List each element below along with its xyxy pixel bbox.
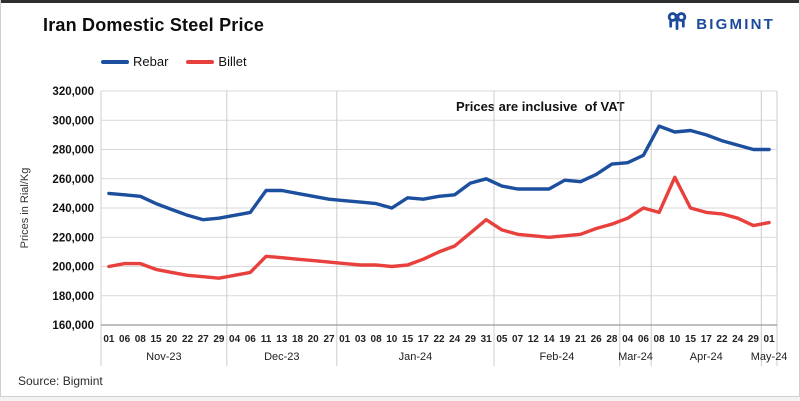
svg-text:300,000: 300,000 (52, 115, 94, 127)
svg-text:280,000: 280,000 (52, 145, 94, 157)
svg-text:08: 08 (371, 334, 383, 345)
svg-text:May-24: May-24 (751, 351, 788, 363)
svg-text:320,000: 320,000 (52, 86, 94, 98)
bigmint-logo-text: BIGMINT (696, 16, 775, 33)
svg-text:Nov-23: Nov-23 (146, 351, 181, 363)
svg-text:10: 10 (669, 334, 681, 345)
svg-text:08: 08 (135, 334, 147, 345)
svg-text:29: 29 (748, 334, 760, 345)
bigmint-logo: BIGMINT (664, 9, 775, 40)
page-title: Iran Domestic Steel Price (43, 15, 265, 35)
svg-text:15: 15 (685, 334, 697, 345)
svg-text:27: 27 (323, 334, 335, 345)
svg-text:Apr-24: Apr-24 (690, 351, 723, 363)
svg-text:15: 15 (150, 334, 162, 345)
legend-item-billet: Billet (186, 54, 247, 69)
svg-text:04: 04 (229, 334, 241, 345)
svg-text:29: 29 (213, 334, 225, 345)
svg-text:10: 10 (386, 334, 398, 345)
svg-text:22: 22 (716, 334, 728, 345)
svg-text:11: 11 (261, 334, 272, 345)
svg-text:01: 01 (764, 334, 776, 345)
svg-text:06: 06 (245, 334, 257, 345)
svg-text:Feb-24: Feb-24 (539, 351, 574, 363)
svg-text:01: 01 (103, 334, 115, 345)
svg-text:24: 24 (732, 334, 744, 345)
series-line-rebar (107, 124, 771, 222)
svg-text:17: 17 (418, 334, 430, 345)
svg-text:13: 13 (276, 334, 288, 345)
x-tick-labels: 01 06 08 15 20 22 27 29 04 06 11 13 18 20 27 01 03 08 10 15… (103, 334, 775, 345)
source-note: Source: Bigmint (18, 374, 103, 388)
svg-text:27: 27 (198, 334, 210, 345)
top-border (1, 0, 799, 3)
svg-text:28: 28 (606, 334, 618, 345)
svg-text:20: 20 (308, 334, 320, 345)
y-tick-labels: 160,000 180,000 200,000 220,000 240,000 260,0… (52, 86, 94, 332)
svg-text:05: 05 (496, 334, 508, 345)
legend-label-rebar: Rebar (133, 54, 169, 69)
svg-text:08: 08 (654, 334, 666, 345)
svg-text:06: 06 (638, 334, 650, 345)
svg-text:15: 15 (402, 334, 414, 345)
series-line-billet (107, 175, 771, 280)
svg-text:22: 22 (182, 334, 194, 345)
svg-text:20: 20 (166, 334, 178, 345)
svg-text:29: 29 (465, 334, 477, 345)
bigmint-logo-icon (664, 9, 690, 40)
svg-text:160,000: 160,000 (52, 320, 94, 332)
svg-text:01: 01 (339, 334, 351, 345)
svg-text:06: 06 (119, 334, 131, 345)
chart-legend: Rebar Billet (101, 54, 261, 69)
svg-text:260,000: 260,000 (52, 174, 94, 186)
svg-text:21: 21 (575, 334, 587, 345)
svg-text:26: 26 (591, 334, 603, 345)
svg-text:07: 07 (512, 334, 524, 345)
legend-label-billet: Billet (218, 54, 247, 69)
svg-text:03: 03 (355, 334, 367, 345)
svg-text:18: 18 (292, 334, 304, 345)
rebar-line-swatch (101, 59, 129, 64)
month-boundary-lines (100, 91, 778, 366)
billet-line-swatch (186, 59, 215, 64)
svg-text:17: 17 (701, 334, 713, 345)
month-labels: Nov-23 Dec-23 Jan-24 Feb-24 Mar-24 Apr-24 May-… (146, 351, 787, 363)
svg-text:200,000: 200,000 (52, 262, 94, 274)
svg-text:Dec-23: Dec-23 (264, 351, 299, 363)
svg-text:22: 22 (433, 334, 445, 345)
svg-text:240,000: 240,000 (52, 203, 94, 215)
svg-text:14: 14 (543, 334, 555, 345)
svg-text:04: 04 (622, 334, 634, 345)
svg-text:180,000: 180,000 (52, 291, 94, 303)
svg-text:220,000: 220,000 (52, 232, 94, 244)
legend-item-rebar: Rebar (101, 54, 168, 69)
h-gridlines (101, 90, 777, 326)
svg-text:12: 12 (528, 334, 540, 345)
svg-text:19: 19 (559, 334, 571, 345)
svg-text:31: 31 (481, 334, 493, 345)
svg-text:Jan-24: Jan-24 (399, 351, 433, 363)
svg-text:24: 24 (449, 334, 461, 345)
svg-text:Mar-24: Mar-24 (618, 351, 653, 363)
vat-annotation: Prices are inclusive of VAT (456, 99, 625, 114)
